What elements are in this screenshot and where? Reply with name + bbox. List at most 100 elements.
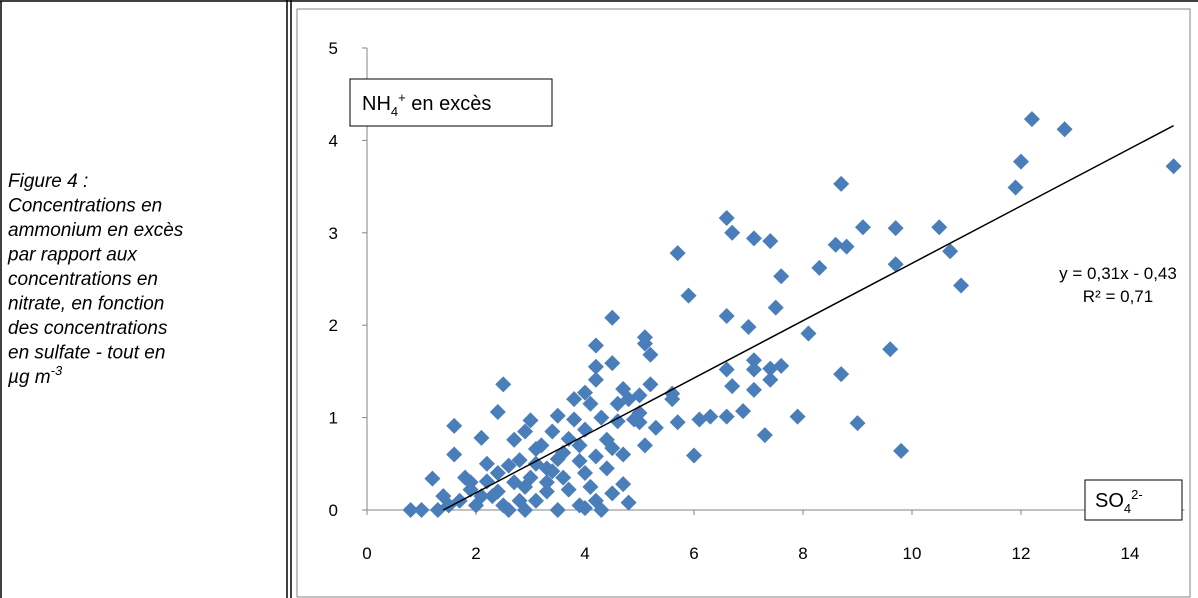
point [587, 337, 604, 354]
point [718, 361, 735, 378]
point [718, 408, 735, 425]
point [413, 502, 430, 518]
trendline [442, 124, 1174, 511]
point [745, 361, 762, 378]
caption-text: concentrations en [8, 269, 158, 290]
point [691, 411, 708, 428]
point [457, 469, 474, 486]
point [702, 408, 719, 425]
y-tick-label: 0 [329, 501, 338, 520]
point [811, 259, 828, 276]
y-tick-label: 5 [329, 39, 338, 58]
point [1056, 121, 1073, 138]
point [429, 502, 446, 518]
point [800, 325, 817, 342]
point [615, 476, 632, 493]
point [538, 474, 555, 491]
x-tick-label: 4 [580, 544, 589, 563]
point [604, 485, 621, 502]
point [887, 220, 904, 237]
point [587, 358, 604, 375]
point [517, 423, 534, 440]
point [767, 299, 784, 316]
caption-sup: -3 [51, 363, 63, 378]
point [587, 371, 604, 388]
y-label-sub: 4 [391, 104, 398, 119]
point [718, 307, 735, 324]
point [478, 455, 495, 472]
point [571, 437, 588, 454]
x-tick-label: 8 [798, 544, 807, 563]
point [446, 417, 463, 434]
point [620, 494, 637, 511]
point [735, 403, 752, 420]
point [756, 427, 773, 444]
point [724, 378, 741, 395]
point [489, 404, 506, 421]
point [745, 230, 762, 247]
x-label: SO42- [1095, 487, 1143, 516]
point [680, 287, 697, 304]
point [669, 414, 686, 431]
y-label-box [349, 78, 553, 127]
point [827, 236, 844, 253]
point [838, 238, 855, 255]
caption-line: Concentrations en [8, 196, 162, 217]
point [789, 408, 806, 425]
point [620, 391, 637, 408]
point [522, 412, 539, 429]
x-tick-label: 12 [1012, 544, 1031, 563]
annotation: y = 0,31x - 0,43 [1059, 264, 1177, 283]
point [664, 391, 681, 408]
caption-text: des concentrations [8, 318, 168, 339]
y-tick-label: 1 [329, 409, 338, 428]
caption-line: µg m-3 [7, 363, 63, 388]
point [506, 431, 523, 448]
caption-text: µg m [7, 367, 51, 388]
point [500, 457, 517, 474]
x-label-part: SO [1095, 490, 1124, 512]
x-label-sup: 2- [1131, 487, 1143, 502]
point [446, 446, 463, 463]
point [882, 341, 899, 358]
point [1013, 153, 1029, 170]
point [854, 219, 871, 236]
point [489, 465, 506, 482]
point [762, 371, 779, 388]
point [566, 411, 583, 428]
point [686, 447, 702, 464]
point [833, 366, 850, 383]
point [402, 502, 419, 518]
y-label: NH4+ en excès [362, 90, 491, 119]
y-tick-label: 2 [329, 316, 338, 335]
point [582, 478, 599, 495]
point [560, 481, 577, 498]
point [604, 355, 621, 372]
point [718, 210, 735, 227]
point [893, 442, 910, 459]
point [745, 381, 762, 398]
point [598, 460, 615, 477]
point [582, 395, 599, 412]
point [724, 224, 741, 241]
point [833, 175, 850, 192]
point [527, 492, 544, 509]
caption-text: ammonium en excès [8, 220, 184, 241]
point [1007, 179, 1024, 196]
x-label-sub: 4 [1124, 501, 1131, 516]
point [604, 440, 621, 457]
point [566, 391, 583, 408]
point [587, 448, 604, 465]
point [593, 409, 610, 426]
point [931, 219, 948, 236]
y-tick-label: 4 [329, 131, 338, 150]
caption: Figure 4 : Concentrations en ammonium en e… [7, 171, 184, 388]
caption-text: Concentrations en [8, 196, 162, 217]
point [577, 384, 593, 401]
x-tick-label: 14 [1121, 544, 1140, 563]
y-label-part: NH [362, 93, 391, 115]
point [631, 414, 648, 431]
point [468, 497, 484, 514]
